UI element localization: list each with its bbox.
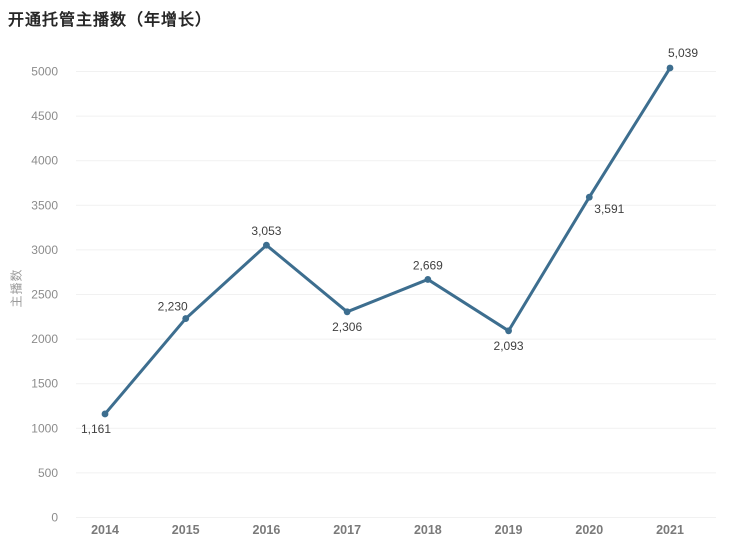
data-point — [505, 327, 512, 335]
x-tick-label: 2017 — [333, 523, 361, 537]
data-point — [424, 276, 432, 283]
x-tick-label: 2016 — [253, 523, 281, 537]
y-tick-label: 4500 — [31, 109, 58, 123]
x-tick-label: 2018 — [414, 523, 442, 537]
data-label: 2,230 — [158, 300, 188, 314]
data-point — [182, 315, 190, 322]
data-label: 1,161 — [81, 422, 111, 436]
y-tick-label: 3000 — [31, 243, 58, 257]
x-tick-label: 2021 — [656, 523, 684, 537]
data-label: 2,093 — [494, 339, 524, 353]
data-label: 3,053 — [251, 224, 281, 238]
y-tick-label: 2000 — [31, 332, 58, 346]
data-label: 3,591 — [594, 202, 624, 216]
y-tick-label: 3500 — [31, 198, 58, 212]
y-tick-label: 1000 — [31, 421, 58, 435]
data-label: 2,669 — [413, 258, 443, 272]
y-tick-label: 500 — [38, 466, 58, 480]
y-tick-label: 5000 — [31, 65, 58, 79]
y-tick-label: 1500 — [31, 377, 58, 391]
trend-line — [103, 66, 672, 416]
x-tick-label: 2019 — [495, 523, 523, 537]
x-tick-label: 2014 — [91, 523, 119, 537]
data-point — [343, 308, 351, 316]
y-tick-label: 2500 — [31, 288, 58, 302]
data-point — [585, 193, 593, 201]
data-label: 2,306 — [332, 320, 362, 334]
x-tick-label: 2015 — [172, 523, 200, 537]
data-point — [666, 64, 674, 72]
x-tick-label: 2020 — [575, 523, 603, 537]
y-tick-label: 0 — [51, 511, 58, 525]
data-point — [263, 241, 270, 249]
chart-title: 开通托管主播数（年增长） — [8, 12, 213, 29]
data-point — [101, 410, 109, 418]
data-label: 5,039 — [668, 46, 698, 60]
y-tick-label: 4000 — [31, 154, 58, 168]
